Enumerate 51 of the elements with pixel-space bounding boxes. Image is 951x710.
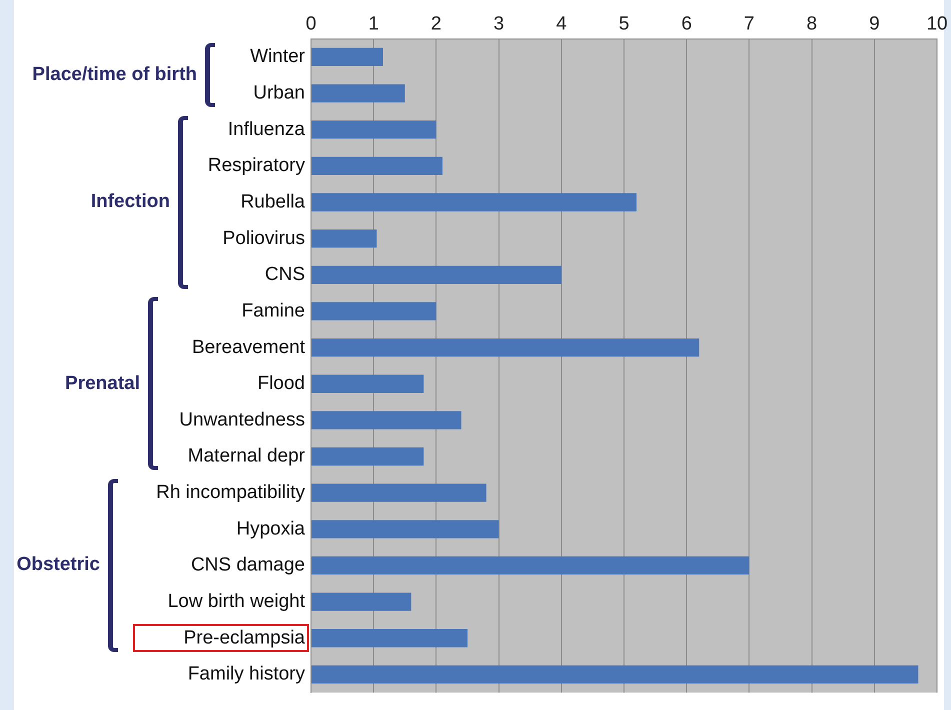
- y-tick-label: Unwantedness: [179, 409, 305, 430]
- y-tick-label: Low birth weight: [168, 591, 306, 612]
- bar: [312, 484, 486, 502]
- x-tick-label: 7: [744, 14, 754, 35]
- x-tick-label: 8: [806, 14, 818, 35]
- x-tick-label: 10: [926, 14, 948, 35]
- bar: [312, 629, 468, 648]
- y-tick-label: Urban: [253, 82, 305, 104]
- y-tick-label: Flood: [257, 373, 305, 394]
- y-tick-label: CNS damage: [190, 554, 305, 576]
- bar: [312, 84, 405, 102]
- bar: [312, 556, 750, 575]
- bar: [312, 592, 412, 611]
- bar: [312, 338, 700, 357]
- bar: [312, 266, 562, 284]
- y-tick-label: Family history: [188, 664, 306, 685]
- x-tick-label: 3: [494, 14, 504, 35]
- y-tick-label: Bereavement: [192, 336, 306, 358]
- y-tick-label: Hypoxia: [236, 518, 306, 540]
- text: Place/time of birth: [32, 63, 197, 88]
- y-tick-label: Poliovirus: [222, 228, 305, 249]
- x-tick-label: 4: [556, 14, 568, 35]
- y-tick-label: Rubella: [240, 191, 306, 212]
- bar: [312, 48, 383, 66]
- y-tick-label: Rh incompatibility: [156, 482, 306, 504]
- x-tick-label: 2: [430, 14, 442, 35]
- bar: [312, 193, 637, 212]
- y-tick-label: Maternal depr: [188, 446, 306, 467]
- bar: [312, 411, 462, 430]
- bar: [312, 302, 436, 320]
- y-tick-label: Influenza: [228, 118, 306, 140]
- text: Prenatal: [65, 372, 140, 396]
- bar: [312, 447, 424, 466]
- y-tick-label: Winter: [250, 46, 306, 68]
- x-tick-label: 0: [306, 14, 316, 35]
- bar: [312, 520, 499, 538]
- x-tick-label: 5: [618, 14, 630, 35]
- bar: [312, 374, 424, 393]
- x-tick-label: 1: [368, 14, 379, 35]
- bar: [312, 229, 377, 248]
- bar: [312, 156, 442, 176]
- bar: [312, 120, 436, 139]
- text: Infection: [90, 190, 170, 214]
- x-tick-label: 6: [681, 14, 692, 35]
- bar: [312, 665, 918, 684]
- y-tick-label: CNS: [264, 264, 305, 286]
- y-tick-label: Pre-eclampsia: [184, 627, 306, 648]
- y-tick-label: Famine: [242, 300, 305, 322]
- y-tick-label: Respiratory: [208, 155, 306, 176]
- x-tick-label: 9: [869, 14, 880, 35]
- text: Obstetric: [16, 553, 100, 578]
